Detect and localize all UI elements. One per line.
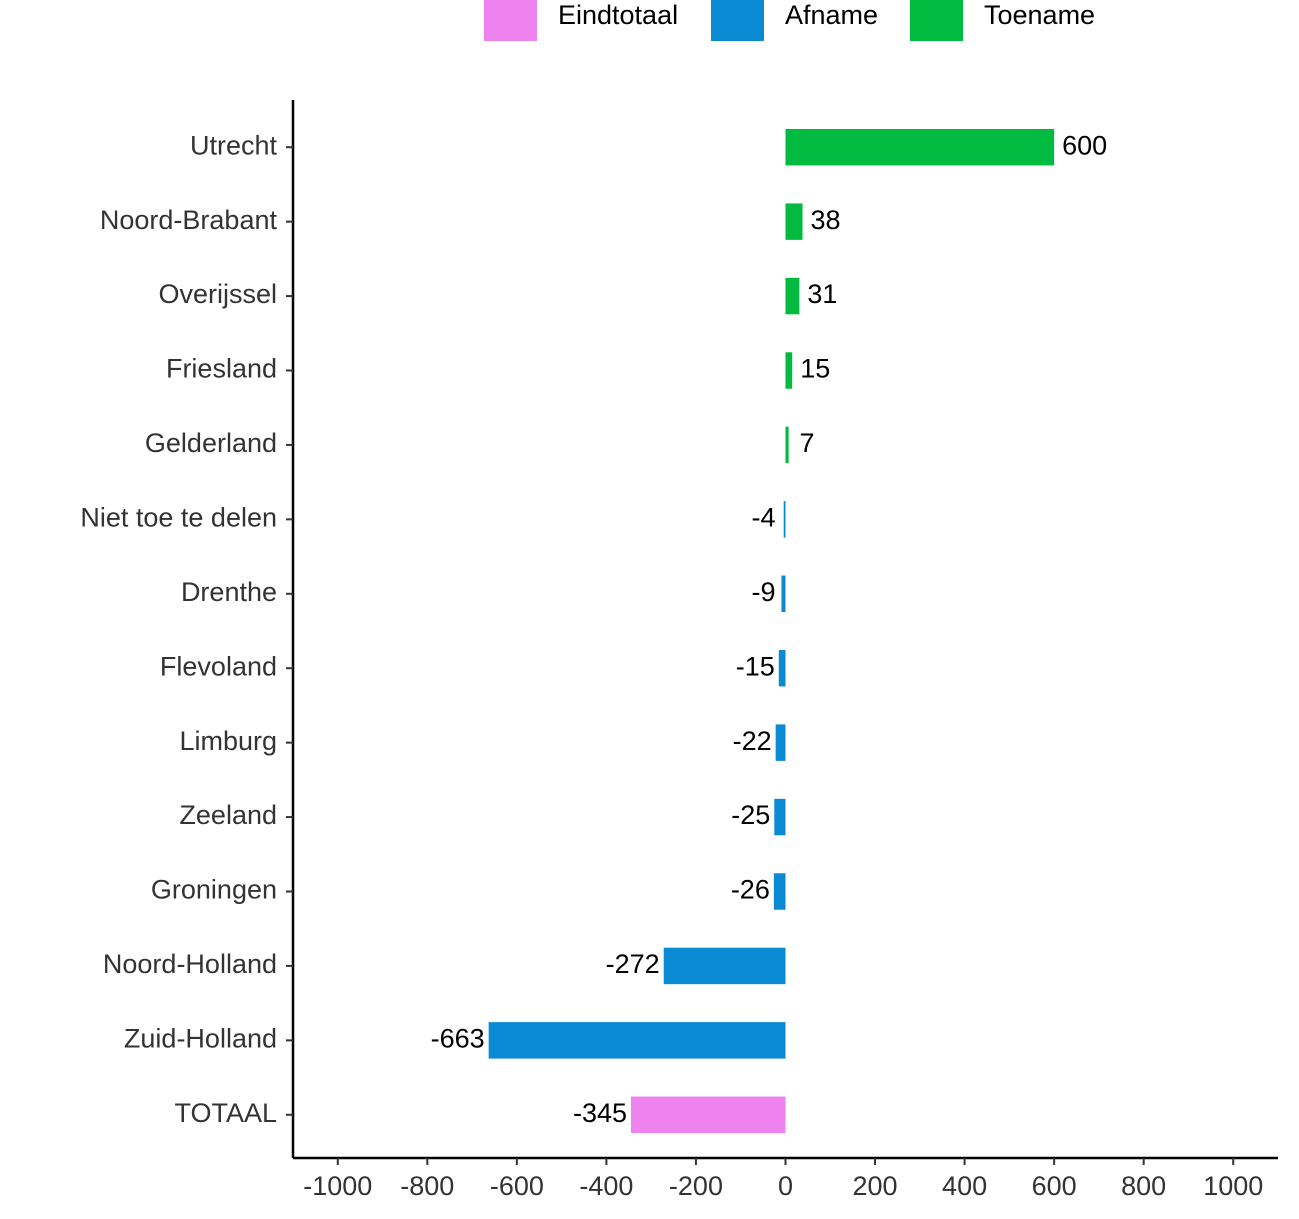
bar xyxy=(785,128,1055,166)
x-tick-label: 800 xyxy=(1121,1171,1166,1201)
x-tick-label: -600 xyxy=(490,1171,544,1201)
value-label: -272 xyxy=(606,949,660,979)
x-tick-label: -800 xyxy=(400,1171,454,1201)
y-tick-label: Overijssel xyxy=(158,279,277,309)
bar xyxy=(663,947,786,985)
legend-label: Afname xyxy=(785,0,878,30)
bar xyxy=(773,873,786,910)
value-label: 15 xyxy=(800,354,830,384)
value-label: 31 xyxy=(807,279,837,309)
value-label: -26 xyxy=(731,875,770,905)
y-tick-label: Friesland xyxy=(166,354,277,384)
bar xyxy=(631,1096,786,1134)
bar xyxy=(785,277,800,315)
y-tick-label: Gelderland xyxy=(145,428,277,458)
bar xyxy=(783,501,786,538)
value-label: -9 xyxy=(751,577,775,607)
x-tick-label: 200 xyxy=(853,1171,898,1201)
bar xyxy=(778,649,786,687)
y-tick-label: Flevoland xyxy=(160,651,277,681)
x-tick-label: 1000 xyxy=(1203,1171,1263,1201)
value-label: -15 xyxy=(736,651,775,681)
y-tick-label: Drenthe xyxy=(181,577,277,607)
bar xyxy=(785,352,793,389)
value-label: -25 xyxy=(731,800,770,830)
bar xyxy=(781,575,786,613)
bar xyxy=(488,1022,786,1059)
y-tick-label: Zeeland xyxy=(179,800,277,830)
legend-label: Eindtotaal xyxy=(558,0,678,30)
y-tick-label: Noord-Holland xyxy=(103,949,277,979)
legend-swatch xyxy=(910,0,963,41)
y-tick-label: Utrecht xyxy=(190,130,278,160)
y-tick-label: Niet toe te delen xyxy=(80,502,277,532)
legend-swatch xyxy=(484,0,537,41)
bar xyxy=(774,798,786,836)
x-tick-label: 600 xyxy=(1032,1171,1077,1201)
bar xyxy=(775,724,786,761)
value-label: 7 xyxy=(800,428,815,458)
x-tick-label: 0 xyxy=(778,1171,793,1201)
y-tick-label: TOTAAL xyxy=(174,1098,277,1128)
x-tick-label: 400 xyxy=(942,1171,987,1201)
y-tick-label: Noord-Brabant xyxy=(100,205,278,235)
bar xyxy=(785,426,789,464)
y-tick-label: Limburg xyxy=(179,726,277,756)
x-tick-label: -1000 xyxy=(303,1171,372,1201)
legend-label: Toename xyxy=(984,0,1095,30)
y-tick-label: Zuid-Holland xyxy=(124,1023,277,1053)
value-label: 600 xyxy=(1062,130,1107,160)
y-tick-label: Groningen xyxy=(151,875,277,905)
legend-swatch xyxy=(711,0,764,41)
x-tick-label: -400 xyxy=(579,1171,633,1201)
value-label: 38 xyxy=(811,205,841,235)
bar xyxy=(785,203,803,240)
x-tick-label: -200 xyxy=(669,1171,723,1201)
value-label: -22 xyxy=(733,726,772,756)
value-label: -345 xyxy=(573,1098,627,1128)
value-label: -4 xyxy=(751,502,775,532)
value-label: -663 xyxy=(431,1023,485,1053)
